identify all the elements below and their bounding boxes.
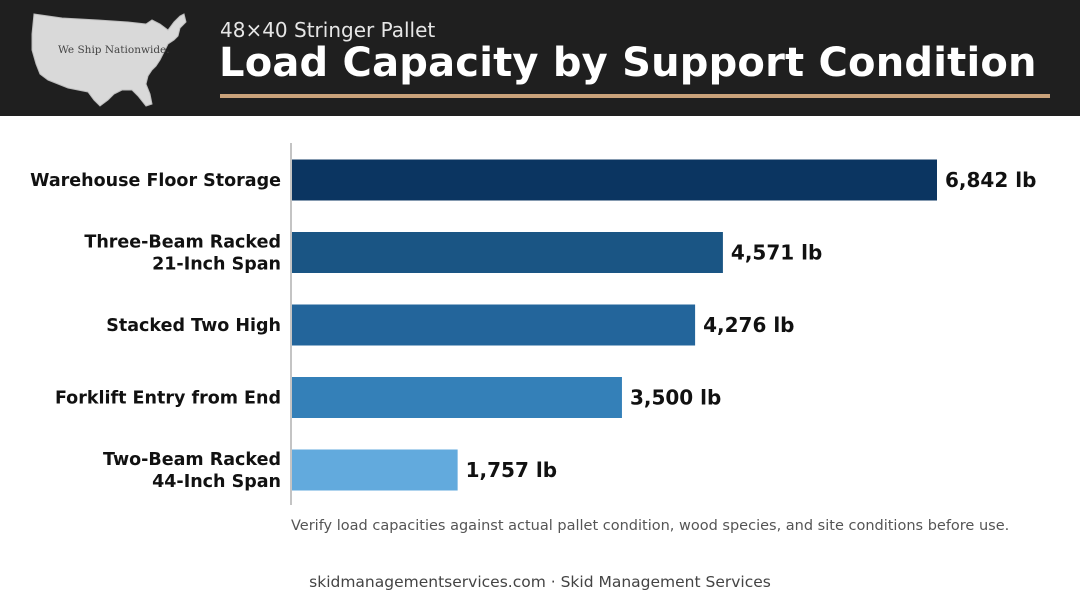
category-label-2: Three-Beam Racked 21-Inch Span: [84, 233, 281, 275]
bar-group: 6,842 lb Warehouse Floor Storage 4,571 lb T…: [30, 159, 1036, 492]
map-caption: We Ship Nationwide.: [58, 44, 170, 56]
bar-value-label-4: 3,500 lb: [630, 386, 721, 410]
chart-note: Verify load capacities against actual pa…: [291, 518, 1010, 534]
bar-value-label-3: 4,276 lb: [703, 313, 794, 337]
bar-value-label-2: 4,571 lb: [731, 241, 822, 265]
bar-4: [292, 377, 622, 418]
header-banner: We Ship Nationwide. 48×40 Stringer Palle…: [0, 0, 1080, 116]
page-footer: skidmanagementservices.com · Skid Manage…: [309, 573, 771, 591]
bar-1: [292, 159, 937, 201]
category-label-4: Forklift Entry from End: [55, 389, 281, 409]
category-label-3: Stacked Two High: [106, 316, 281, 336]
title-underline: [220, 94, 1050, 98]
category-label-1: Warehouse Floor Storage: [30, 171, 281, 191]
bar-value-label-5: 1,757 lb: [466, 458, 557, 482]
bar-3: [292, 304, 696, 346]
bar-value-label-1: 6,842 lb: [945, 168, 1036, 192]
bar-2: [292, 232, 723, 273]
us-map-icon: [31, 13, 187, 107]
bar-chart: 6,842 lb Warehouse Floor Storage 4,571 lb T…: [30, 143, 1036, 505]
us-map-logo: We Ship Nationwide.: [28, 10, 190, 110]
chart-subtitle: 48×40 Stringer Pallet: [220, 18, 436, 42]
chart-title: Load Capacity by Support Condition: [219, 40, 1037, 86]
category-label-5: Two-Beam Racked 44-Inch Span: [103, 450, 281, 492]
bar-5: [292, 449, 458, 491]
